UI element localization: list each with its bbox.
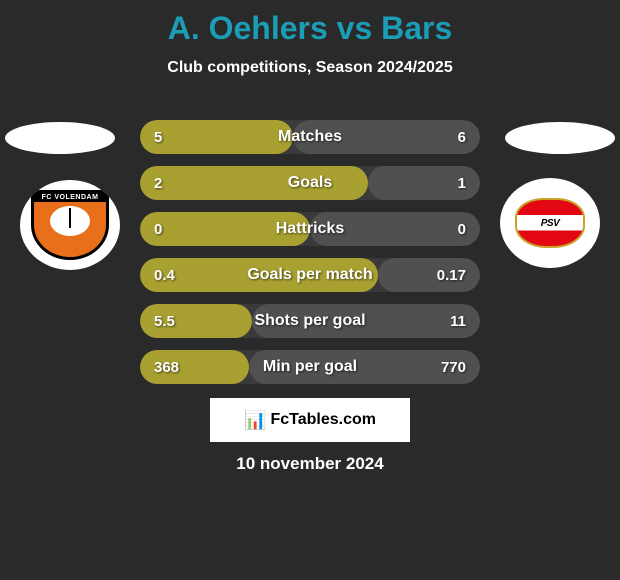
- player-marker-left: [5, 122, 115, 154]
- stat-value-left: 368: [140, 350, 193, 384]
- subtitle: Club competitions, Season 2024/2025: [0, 59, 620, 77]
- stat-value-right: 0.17: [423, 258, 480, 292]
- stat-value-left: 2: [140, 166, 176, 200]
- stat-value-right: 1: [444, 166, 480, 200]
- club-badge-right: PSV: [500, 178, 600, 268]
- stat-value-left: 0.4: [140, 258, 189, 292]
- stat-row: Goals2 1: [140, 166, 480, 200]
- stat-value-right: 11: [436, 304, 480, 338]
- stat-row: Shots per goal5.5 11: [140, 304, 480, 338]
- psv-crest-icon: PSV: [515, 198, 585, 248]
- stat-label: Matches: [140, 120, 480, 154]
- volendam-crest-icon: FC VOLENDAM: [31, 190, 109, 260]
- stat-value-right: 0: [444, 212, 480, 246]
- page-title: A. Oehlers vs Bars: [0, 0, 620, 47]
- branding-text: FcTables.com: [270, 411, 376, 429]
- stat-value-left: 0: [140, 212, 176, 246]
- stat-label: Goals: [140, 166, 480, 200]
- stat-row: Goals per match0.40.17: [140, 258, 480, 292]
- stat-value-left: 5: [140, 120, 176, 154]
- stat-row: Matches5 6: [140, 120, 480, 154]
- date-label: 10 november 2024: [0, 454, 620, 474]
- player-marker-right: [505, 122, 615, 154]
- stat-value-left: 5.5: [140, 304, 189, 338]
- stat-row: Hattricks0 0: [140, 212, 480, 246]
- stat-row: Min per goal368770: [140, 350, 480, 384]
- stat-value-right: 6: [444, 120, 480, 154]
- stat-label: Hattricks: [140, 212, 480, 246]
- chart-icon: 📊: [244, 410, 266, 431]
- branding-badge: 📊 FcTables.com: [210, 398, 410, 442]
- stat-label: Shots per goal: [140, 304, 480, 338]
- stat-value-right: 770: [427, 350, 480, 384]
- stats-bars: Matches56Goals21Hattricks00Goals per mat…: [140, 120, 480, 396]
- club-badge-left: FC VOLENDAM: [20, 180, 120, 270]
